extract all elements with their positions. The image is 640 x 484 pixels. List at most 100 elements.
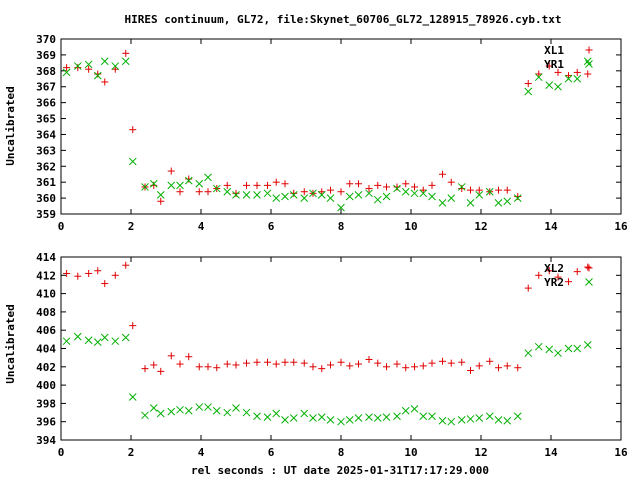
data-point <box>212 406 221 415</box>
data-point <box>419 412 428 421</box>
x-tick-label: 4 <box>198 446 205 459</box>
y-tick-label: 396 <box>36 416 56 429</box>
data-point <box>243 181 250 189</box>
data-point <box>514 364 522 372</box>
data-point <box>383 183 390 191</box>
data-point <box>73 332 82 341</box>
data-point <box>129 126 137 134</box>
data-point <box>419 186 427 194</box>
x-tick-label: 10 <box>404 446 417 459</box>
data-point <box>318 365 326 373</box>
data-point <box>545 62 553 70</box>
series-xl2 <box>63 261 592 375</box>
data-point <box>327 361 334 369</box>
data-point <box>149 179 158 188</box>
x-tick-label: 16 <box>614 220 628 233</box>
data-point <box>232 404 240 412</box>
data-point <box>475 362 483 370</box>
data-point <box>204 363 212 371</box>
legend-marker <box>585 46 593 54</box>
data-point <box>573 268 581 276</box>
legend-marker <box>585 60 593 68</box>
data-point <box>122 261 130 269</box>
data-point <box>573 344 582 353</box>
data-point <box>475 414 484 422</box>
data-point <box>534 73 543 82</box>
data-point <box>475 186 483 194</box>
data-point <box>121 57 130 66</box>
data-point <box>93 71 102 80</box>
y-tick-label: 394 <box>36 434 56 447</box>
x-tick-label: 16 <box>614 446 628 459</box>
data-point <box>382 413 391 421</box>
data-point <box>74 272 82 280</box>
x-tick-label: 0 <box>58 446 65 459</box>
data-point <box>457 416 466 424</box>
data-point <box>402 180 410 188</box>
data-point <box>513 412 522 421</box>
data-point <box>317 191 326 199</box>
data-point <box>564 74 573 83</box>
y-tick-label: 363 <box>36 144 56 157</box>
data-point <box>545 267 553 275</box>
data-point <box>355 180 362 188</box>
data-point <box>300 359 308 367</box>
data-point <box>85 269 93 277</box>
data-point <box>141 411 149 420</box>
data-point <box>524 284 532 292</box>
data-point <box>393 360 401 368</box>
data-point <box>263 413 272 421</box>
data-point <box>223 408 232 417</box>
y-tick-label: 410 <box>36 288 56 301</box>
data-point <box>458 358 466 366</box>
data-point <box>573 68 581 76</box>
data-point <box>157 197 165 205</box>
data-point <box>466 199 475 207</box>
data-point <box>365 413 373 421</box>
data-point <box>428 412 436 421</box>
data-point <box>94 70 102 78</box>
data-point <box>365 355 373 363</box>
x-tick-label: 12 <box>474 446 487 459</box>
legend-label: YR2 <box>544 276 564 289</box>
data-point <box>122 49 130 57</box>
data-point <box>141 365 149 373</box>
data-point <box>195 363 203 371</box>
data-point <box>100 57 109 66</box>
data-point <box>503 362 511 370</box>
data-point <box>554 82 562 91</box>
y-tick-label: 364 <box>36 128 56 141</box>
data-point <box>281 416 289 424</box>
data-point <box>382 192 391 201</box>
data-point <box>486 357 494 365</box>
data-point <box>253 358 261 366</box>
data-point <box>337 188 345 196</box>
data-point <box>111 65 119 73</box>
data-point <box>534 342 543 351</box>
panel-1: 0 2 4 6 8 10 12 14 16 359 360 361 362 363 364 365 366 367… <box>36 33 628 233</box>
data-point <box>281 358 289 366</box>
x-tick-label: 8 <box>338 446 345 459</box>
data-point <box>300 194 309 202</box>
data-point <box>428 181 436 189</box>
y-tick-label: 414 <box>36 251 56 264</box>
data-point <box>309 189 317 198</box>
y-tick-label: 370 <box>36 33 56 46</box>
data-point <box>128 393 137 401</box>
data-point <box>156 409 165 418</box>
data-point <box>374 181 382 189</box>
data-point <box>74 64 82 72</box>
data-point <box>337 358 345 366</box>
data-point <box>346 362 354 370</box>
x-tick-label: 2 <box>128 446 135 459</box>
data-point <box>326 194 335 202</box>
data-point <box>204 173 212 182</box>
data-point <box>410 405 419 413</box>
data-point <box>111 337 120 346</box>
data-point <box>93 338 102 346</box>
y-tick-label: 365 <box>36 113 56 126</box>
data-point <box>554 68 562 76</box>
data-point <box>373 195 382 204</box>
data-point <box>253 412 261 421</box>
data-point <box>264 358 271 366</box>
